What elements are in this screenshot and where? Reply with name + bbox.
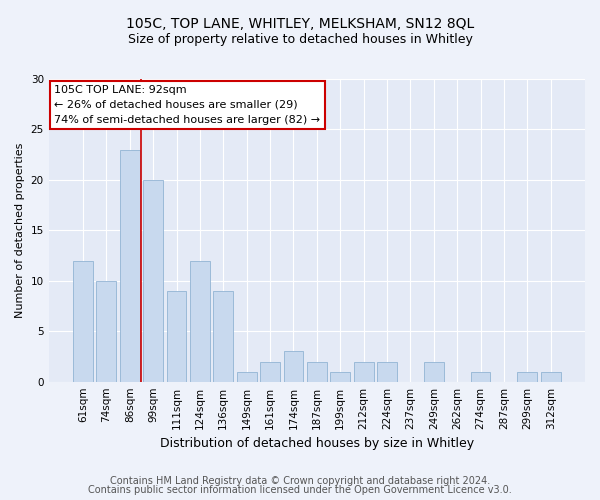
Text: 105C TOP LANE: 92sqm
← 26% of detached houses are smaller (29)
74% of semi-detac: 105C TOP LANE: 92sqm ← 26% of detached h…	[54, 85, 320, 124]
Bar	[307, 362, 327, 382]
Text: Size of property relative to detached houses in Whitley: Size of property relative to detached ho…	[128, 32, 472, 46]
Bar	[541, 372, 560, 382]
Bar	[260, 362, 280, 382]
Bar	[470, 372, 490, 382]
Bar	[284, 352, 304, 382]
Bar	[377, 362, 397, 382]
Bar	[167, 291, 187, 382]
Bar	[143, 180, 163, 382]
Bar	[73, 260, 93, 382]
Text: Contains HM Land Registry data © Crown copyright and database right 2024.: Contains HM Land Registry data © Crown c…	[110, 476, 490, 486]
Bar	[190, 260, 210, 382]
Bar	[517, 372, 537, 382]
X-axis label: Distribution of detached houses by size in Whitley: Distribution of detached houses by size …	[160, 437, 474, 450]
Text: Contains public sector information licensed under the Open Government Licence v3: Contains public sector information licen…	[88, 485, 512, 495]
Y-axis label: Number of detached properties: Number of detached properties	[15, 142, 25, 318]
Bar	[353, 362, 374, 382]
Bar	[424, 362, 443, 382]
Text: 105C, TOP LANE, WHITLEY, MELKSHAM, SN12 8QL: 105C, TOP LANE, WHITLEY, MELKSHAM, SN12 …	[126, 18, 474, 32]
Bar	[97, 281, 116, 382]
Bar	[330, 372, 350, 382]
Bar	[214, 291, 233, 382]
Bar	[237, 372, 257, 382]
Bar	[120, 150, 140, 382]
